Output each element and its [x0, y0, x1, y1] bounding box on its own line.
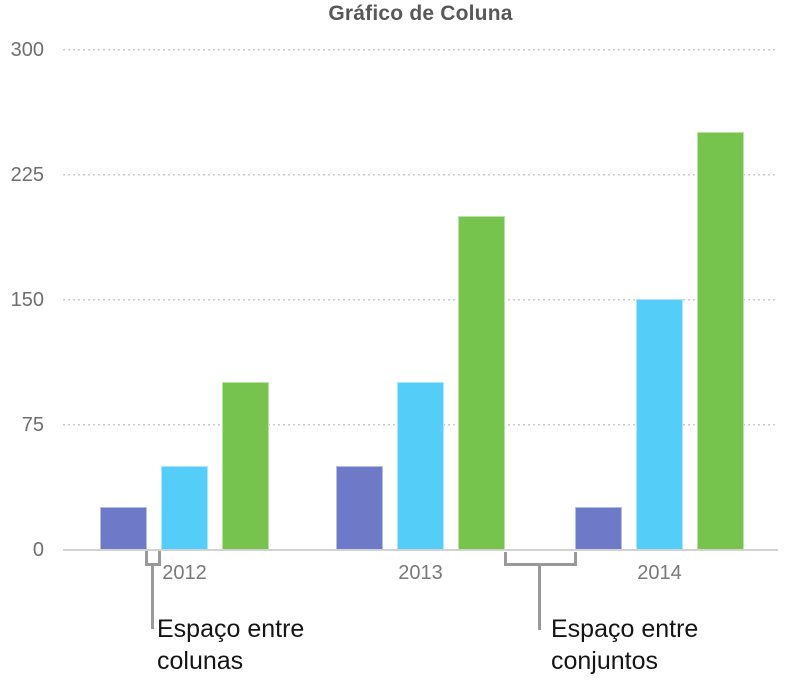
y-axis-label-0: 0 [32, 539, 44, 561]
x-axis-label-2013: 2013 [398, 562, 443, 584]
y-axis-label-300: 300 [10, 39, 44, 61]
annotation-sets-gap-line2: conjuntos [551, 647, 659, 675]
bar-2013-series2[interactable] [397, 382, 444, 549]
annotation-columns-gap-line2: colunas [157, 647, 244, 675]
sets-gap-leader-line [538, 564, 541, 630]
x-axis-line [63, 549, 778, 551]
annotation-sets-gap-line1: Espaço entre [551, 615, 699, 643]
bar-2013-series1[interactable] [336, 466, 383, 549]
chart-title: Gráfico de Coluna [328, 2, 513, 25]
y-axis-label-75: 75 [21, 414, 44, 436]
y-axis-label-225: 225 [10, 164, 44, 186]
bar-2014-series1[interactable] [575, 507, 622, 549]
plot-area [63, 0, 778, 549]
bar-2012-series1[interactable] [100, 507, 147, 549]
bar-2013-series3[interactable] [458, 216, 505, 549]
bar-2014-series2[interactable] [636, 299, 683, 549]
x-axis-label-2014: 2014 [637, 562, 682, 584]
bar-2014-series3[interactable] [697, 132, 744, 549]
bar-2012-series3[interactable] [222, 382, 269, 549]
columns-gap-leader-line [151, 564, 154, 629]
annotation-columns-gap: Espaço entre colunas [157, 613, 304, 677]
gridline-225 [63, 174, 778, 176]
gridline-150 [63, 299, 778, 301]
y-axis-label-150: 150 [10, 289, 44, 311]
x-axis-label-2012: 2012 [162, 562, 207, 584]
bar-2012-series2[interactable] [161, 466, 208, 549]
gridline-300 [63, 49, 778, 51]
annotation-columns-gap-line1: Espaço entre [157, 615, 305, 643]
annotation-sets-gap: Espaço entre conjuntos [551, 613, 698, 677]
